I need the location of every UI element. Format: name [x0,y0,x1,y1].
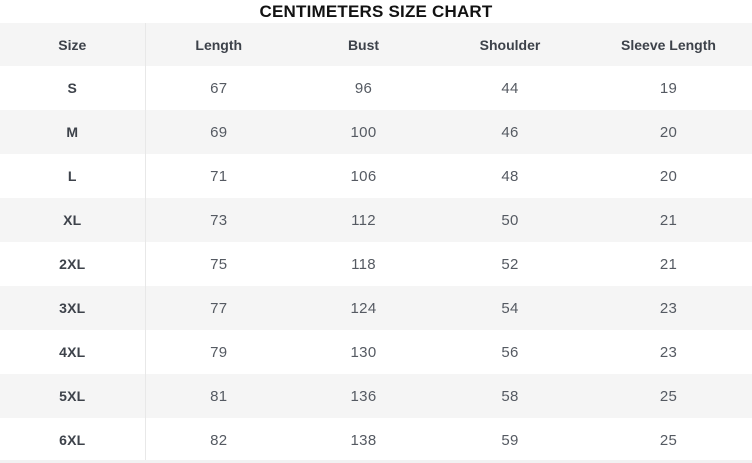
value-cell: 25 [585,374,752,418]
value-cell: 54 [435,286,585,330]
column-header-sleeve-length: Sleeve Length [585,23,752,66]
size-cell: L [0,154,146,198]
value-cell: 46 [435,110,585,154]
value-cell: 136 [292,374,435,418]
value-cell: 67 [210,79,228,97]
chart-title: CENTIMETERS SIZE CHART [259,1,493,21]
header-row: Size Length Bust Shoulder Sleeve Length [0,23,752,66]
value-cell: 25 [659,431,678,449]
value-cell: 21 [585,198,752,242]
size-cell: XL [0,198,146,242]
value-cell: 75 [210,255,228,273]
value-cell: 20 [659,167,678,185]
value-cell: 48 [501,167,519,185]
column-header-length: Length [145,23,292,66]
size-cell: M [0,110,146,154]
size-cell: 3XL [0,286,146,330]
value-cell: 82 [210,431,228,449]
size-cell: 5XL [0,374,146,418]
value-cell: 44 [501,79,519,97]
value-cell: 20 [585,110,752,154]
value-cell: 138 [350,431,377,449]
value-cell: 19 [659,79,678,97]
value-cell: 112 [292,198,435,242]
value-cell: 52 [501,255,519,273]
table-row-m: M 69 100 46 20 [0,110,752,154]
value-cell: 96 [354,79,373,97]
size-cell: 4XL [0,330,146,374]
value-cell: 58 [435,374,585,418]
value-cell: 100 [292,110,435,154]
table-row-5xl: 5XL 81 136 58 25 [0,374,752,418]
size-cell: 6XL [0,418,146,462]
value-cell: 69 [145,110,292,154]
column-header-shoulder: Shoulder [435,23,585,66]
value-cell: 79 [210,343,228,361]
value-cell: 23 [659,343,678,361]
value-cell: 50 [435,198,585,242]
table-row-6xl: 6XL 82 138 59 25 [0,418,752,462]
column-header-bust: Bust [292,23,435,66]
table-row-3xl: 3XL 77 124 54 23 [0,286,752,330]
size-chart-table: Size Length Bust Shoulder Sleeve Length … [0,23,752,462]
value-cell: 81 [145,374,292,418]
value-cell: 130 [350,343,377,361]
value-cell: 118 [351,255,376,273]
table-row-l: L 71 106 48 20 [0,154,752,198]
value-cell: 106 [350,167,377,185]
bottom-edge-divider [0,460,752,463]
value-cell: 21 [659,255,678,273]
value-cell: 59 [501,431,519,449]
value-cell: 71 [210,167,228,185]
table-row-2xl: 2XL 75 118 52 21 [0,242,752,286]
table-row-4xl: 4XL 79 130 56 23 [0,330,752,374]
size-cell: S [0,66,146,110]
value-cell: 77 [145,286,292,330]
column-header-size: Size [0,23,146,66]
value-cell: 56 [501,343,519,361]
table-row-s: S 67 96 44 19 [0,66,752,110]
value-cell: 23 [585,286,752,330]
size-cell: 2XL [0,242,146,286]
value-cell: 124 [292,286,435,330]
table-row-xl: XL 73 112 50 21 [0,198,752,242]
value-cell: 73 [145,198,292,242]
